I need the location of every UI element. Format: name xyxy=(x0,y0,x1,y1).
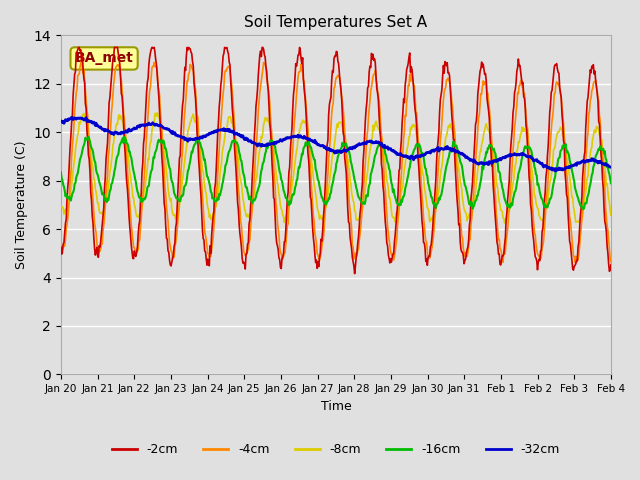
Title: Soil Temperatures Set A: Soil Temperatures Set A xyxy=(244,15,428,30)
Legend: -2cm, -4cm, -8cm, -16cm, -32cm: -2cm, -4cm, -8cm, -16cm, -32cm xyxy=(107,438,565,461)
Text: BA_met: BA_met xyxy=(75,51,134,65)
X-axis label: Time: Time xyxy=(321,400,351,413)
Y-axis label: Soil Temperature (C): Soil Temperature (C) xyxy=(15,141,28,269)
